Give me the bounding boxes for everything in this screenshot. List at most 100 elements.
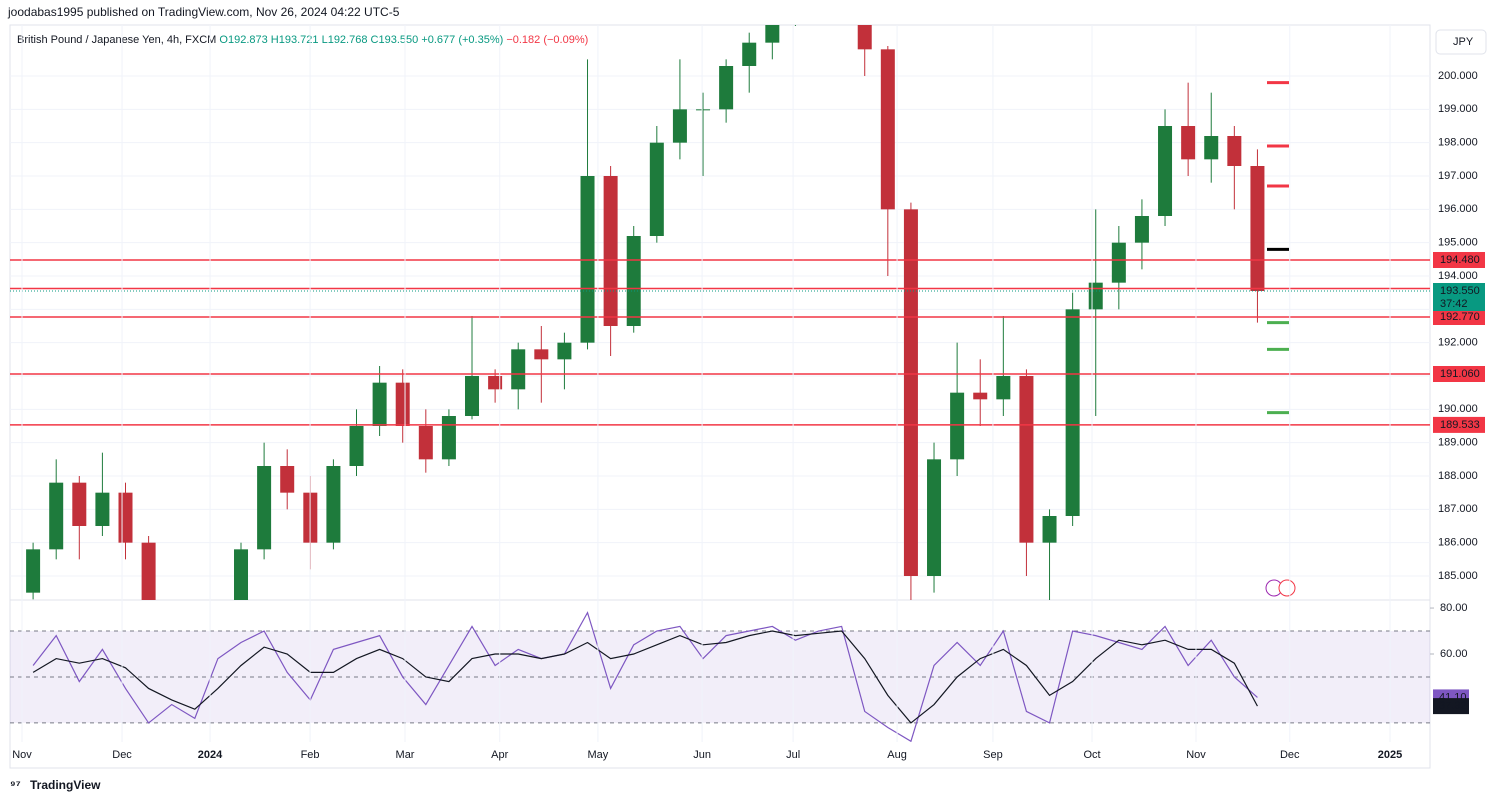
x-tick-label: Feb xyxy=(301,749,320,761)
level-label: 192.770 xyxy=(1440,311,1480,323)
candle-body xyxy=(880,49,895,210)
candle-body xyxy=(719,66,734,110)
level-label: 189.533 xyxy=(1440,419,1480,431)
candle-body xyxy=(765,25,780,43)
currency[interactable]: JPY xyxy=(1453,36,1474,48)
y-tick-label: 190.000 xyxy=(1438,403,1478,415)
candle-body xyxy=(234,549,249,600)
y-tick-label: 188.000 xyxy=(1438,470,1478,482)
currency-button[interactable] xyxy=(1435,29,1487,55)
candle-body xyxy=(927,459,942,576)
y-tick-label: 189.000 xyxy=(1438,437,1478,449)
candle-body xyxy=(950,392,965,460)
candle-body xyxy=(903,209,918,577)
y-tick-label: 187.000 xyxy=(1438,503,1478,515)
rsi-line xyxy=(32,630,1258,724)
x-tick-label: 2025 xyxy=(1378,749,1402,761)
y-tick-label: 198.000 xyxy=(1438,137,1478,149)
candle-body xyxy=(1181,126,1196,160)
symbol: British Pound / Japanese Yen, 4h, FXCM xyxy=(17,34,216,46)
candle-body xyxy=(511,349,526,390)
x-tick-label: Jun xyxy=(693,749,711,761)
candle-body xyxy=(557,342,572,360)
open: O192.873 xyxy=(219,34,267,46)
x-tick-label: Aug xyxy=(887,749,907,761)
level-label-bg xyxy=(1433,252,1485,268)
candle-body xyxy=(1250,166,1265,291)
rsi-pane xyxy=(10,611,1430,742)
candle-body xyxy=(257,466,272,550)
candle-body xyxy=(696,109,711,111)
x-tick-label: Sep xyxy=(983,749,1003,761)
level-label-bg xyxy=(1433,416,1485,433)
candle-body xyxy=(1065,309,1080,516)
y-tick-label: 185.000 xyxy=(1438,570,1478,582)
rsi-value-label: 37.32 xyxy=(1439,700,1467,712)
candle-body xyxy=(418,426,433,460)
y-tick-label: 197.000 xyxy=(1438,170,1478,182)
change: +0.677 (+0.35%) xyxy=(421,34,503,46)
level-label: 194.480 xyxy=(1440,254,1480,266)
brand-logo: ⁹⁷ xyxy=(10,778,21,792)
candle-body xyxy=(1088,282,1103,310)
y-tick-label: 195.000 xyxy=(1438,237,1478,249)
x-tick-label: Dec xyxy=(1280,749,1300,761)
candle-body xyxy=(1134,216,1149,243)
candle-body xyxy=(742,42,757,66)
candle-body xyxy=(441,416,456,460)
level-label-bg xyxy=(1433,366,1485,382)
x-tick-label: Oct xyxy=(1083,749,1100,761)
candle-body xyxy=(465,376,480,416)
brand: TradingView xyxy=(30,778,101,792)
x-tick-label: Nov xyxy=(12,749,32,761)
candle-body xyxy=(672,109,687,143)
axes: 185.000 186.000 187.000 188.000 189.000 190.0… xyxy=(12,25,1485,761)
last-price-label: 193.550 xyxy=(1440,285,1480,297)
candle-body xyxy=(1204,136,1219,160)
x-tick-label: Mar xyxy=(396,749,415,761)
legend: British Pound / Japanese Yen, 4h, FXCM O… xyxy=(17,34,588,46)
candle-body xyxy=(1227,136,1242,166)
candle-body xyxy=(1042,516,1057,543)
rsi-band-fill xyxy=(10,631,1430,723)
candle-body xyxy=(26,549,41,593)
last-price-bg xyxy=(1433,283,1485,311)
rsi-line xyxy=(32,611,1258,742)
candle-body xyxy=(649,142,664,236)
candle-body xyxy=(49,482,64,550)
candle-body xyxy=(141,542,156,600)
candle-body xyxy=(372,382,387,426)
candle-body xyxy=(1111,242,1126,283)
close: C193.550 xyxy=(371,34,419,46)
price-pane xyxy=(10,0,1430,600)
candle-body xyxy=(534,349,549,360)
published: joodabas1995 published on TradingView.co… xyxy=(7,5,400,19)
x-tick-label: 2024 xyxy=(198,749,223,761)
candle-body xyxy=(395,382,410,426)
change2: −0.182 (−0.09%) xyxy=(506,34,588,46)
y-tick-label: 200.000 xyxy=(1438,70,1478,82)
candle-body xyxy=(72,482,87,526)
candle-body xyxy=(1019,376,1034,543)
candle-body xyxy=(603,176,618,326)
candle-body xyxy=(996,376,1011,400)
candle-body xyxy=(788,0,802,16)
plot-frame xyxy=(9,24,1431,769)
icon[interactable] xyxy=(1278,579,1296,597)
y-tick-label: 60.00 xyxy=(1440,648,1468,660)
candle-body xyxy=(488,376,503,390)
candle-body xyxy=(118,492,133,543)
rsi-value-bg xyxy=(1433,698,1469,715)
candle-body xyxy=(280,466,295,493)
candle-body xyxy=(326,466,341,543)
candle-body xyxy=(857,25,872,50)
level-label-bg xyxy=(1433,309,1485,325)
x-tick-label: Jul xyxy=(786,749,800,761)
candle-body xyxy=(95,492,110,526)
y-tick-label: 194.000 xyxy=(1438,270,1478,282)
x-tick-label: Apr xyxy=(491,749,508,761)
level-label: 191.060 xyxy=(1440,368,1480,380)
x-tick-label: Dec xyxy=(112,749,132,761)
candle-body xyxy=(1158,126,1173,216)
